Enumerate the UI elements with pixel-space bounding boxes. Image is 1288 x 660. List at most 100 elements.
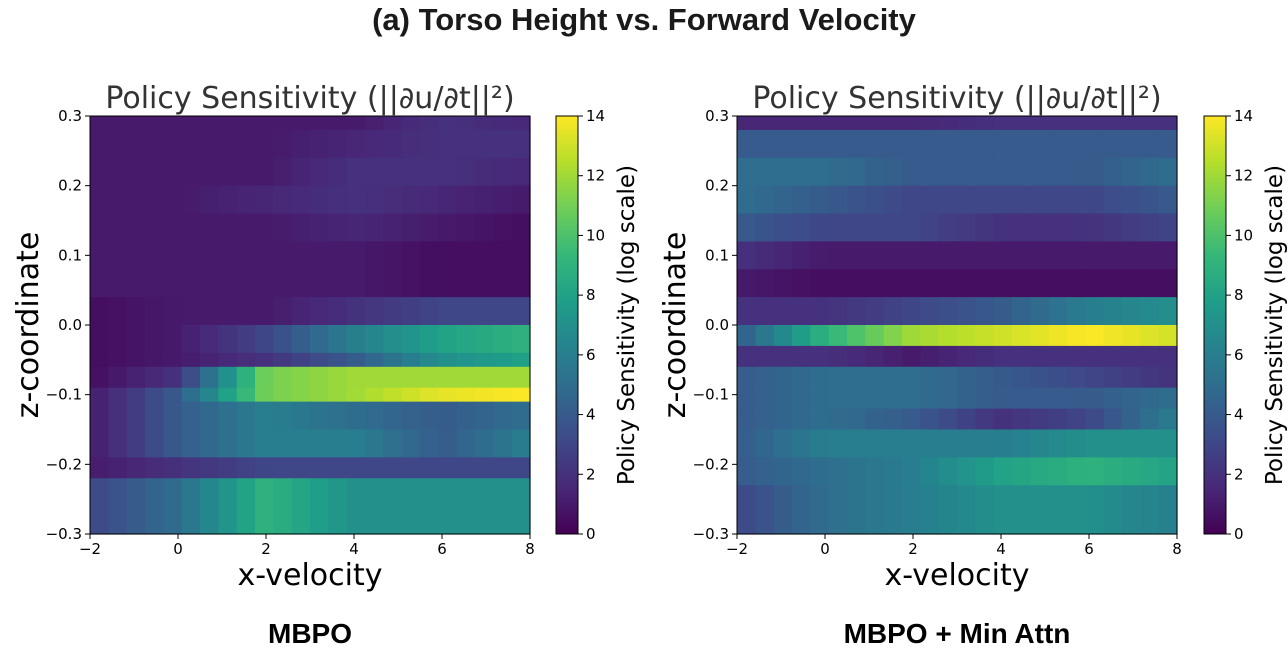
heatmap-cell — [273, 366, 293, 389]
heatmap-cell — [1012, 157, 1031, 187]
heatmap-cell — [236, 129, 256, 159]
heatmap-cell — [145, 213, 164, 242]
heatmap-cell — [938, 366, 958, 389]
heatmap-cell — [218, 269, 238, 298]
heatmap-cell — [126, 213, 146, 242]
colorbar-tick-label: 0 — [586, 525, 596, 543]
heatmap-cell — [236, 387, 256, 403]
heatmap-cell — [218, 429, 238, 458]
heatmap-cell — [255, 401, 274, 431]
heatmap-cell — [810, 408, 830, 431]
heatmap-cell — [1030, 297, 1050, 326]
heatmap-cell — [181, 185, 201, 215]
heatmap-cell — [847, 129, 866, 159]
heatmap-cell — [847, 116, 866, 131]
heatmap-cell — [1103, 485, 1123, 535]
heatmap-cell — [792, 429, 811, 458]
heatmap-cell — [810, 129, 830, 159]
colorbar-tick-label: 12 — [586, 167, 605, 185]
heatmap-cell — [218, 116, 238, 131]
heatmap-cell — [993, 297, 1013, 326]
heatmap-cell — [255, 185, 274, 215]
heatmap-cell — [383, 401, 403, 431]
heatmap-cell — [273, 213, 293, 242]
heatmap-cell — [401, 429, 421, 458]
heatmap-cell — [828, 457, 848, 486]
heatmap-cell — [346, 457, 366, 479]
heatmap-cell — [383, 429, 403, 458]
heatmap-cell — [383, 157, 403, 187]
heatmap-cell — [328, 401, 348, 431]
heatmap-cell — [828, 213, 848, 242]
x-tick-label: 4 — [349, 540, 359, 558]
heatmap-cell — [328, 129, 348, 159]
y-tick-label: 0.0 — [705, 316, 729, 334]
heatmap-cell — [346, 387, 366, 403]
heatmap-cell — [181, 116, 201, 131]
heatmap-cell — [163, 387, 183, 403]
heatmap-cell — [383, 387, 403, 403]
heatmap-cell — [438, 185, 458, 215]
heatmap-cell — [1122, 485, 1141, 535]
heatmap-cell — [773, 241, 793, 270]
heatmap-cell — [755, 185, 775, 215]
heatmap-cell — [810, 185, 830, 215]
heatmap-panel-1: Policy Sensitivity (||∂u/∂t||²) −2 0 2 4 6 8 0.… — [11, 81, 640, 593]
heatmap-cell — [883, 269, 903, 298]
heatmap-cell — [255, 116, 274, 131]
heatmap-cell — [957, 408, 976, 431]
heatmap-cell — [865, 157, 885, 187]
colorbar-label: Policy Sensitivity (log scale) — [614, 165, 640, 485]
heatmap-cell — [291, 429, 311, 458]
heatmap-cell — [365, 269, 384, 298]
heatmap-cell — [163, 129, 183, 159]
heatmap-cell — [236, 457, 256, 479]
heatmap-cell — [511, 116, 531, 131]
heatmap-cell — [938, 269, 958, 298]
heatmap-cell — [1012, 325, 1031, 347]
heatmap-cell — [773, 429, 793, 458]
heatmap-cell — [420, 352, 439, 368]
heatmap-cell — [108, 457, 128, 479]
heatmap-cell — [1048, 429, 1068, 458]
heatmap-cell — [456, 325, 476, 354]
heatmap-cell — [993, 457, 1013, 486]
x-tick-label: 8 — [1172, 540, 1182, 558]
heatmap-cell — [236, 325, 256, 354]
heatmap-cell — [365, 297, 384, 326]
heatmap-cell — [1103, 408, 1123, 431]
heatmap-cell — [828, 269, 848, 298]
heatmap-cell — [273, 387, 293, 403]
heatmap-cell — [957, 366, 976, 389]
heatmap-cell — [847, 485, 866, 535]
heatmap-cell — [273, 401, 293, 431]
heatmap-cell — [273, 129, 293, 159]
colorbar — [555, 115, 579, 535]
heatmap-cell — [126, 457, 146, 479]
heatmap-cell — [200, 352, 219, 368]
heatmap-cell — [1140, 129, 1160, 159]
heatmap-cell — [108, 241, 128, 270]
heatmap-cell — [236, 213, 256, 242]
heatmap-cell — [1158, 345, 1178, 368]
heatmap-cell — [1085, 157, 1105, 187]
y-axis-label: z-coordinate — [11, 232, 46, 419]
heatmap-cell — [1048, 485, 1068, 535]
heatmap-cell — [90, 213, 109, 242]
heatmap-cell — [883, 325, 903, 347]
heatmap-cell — [145, 366, 164, 389]
heatmap-cell — [847, 213, 866, 242]
heatmap-cell — [883, 429, 903, 458]
heatmap-cell — [365, 429, 384, 458]
heatmap-cell — [236, 429, 256, 458]
heatmap-cell — [828, 408, 848, 431]
heatmap-cell — [737, 241, 756, 270]
heatmap-cell — [865, 116, 885, 131]
heatmap-cell — [328, 213, 348, 242]
heatmap-cell — [310, 241, 329, 270]
heatmap-cell — [218, 157, 238, 187]
heatmap-cell — [865, 408, 885, 431]
heatmap-cell — [1122, 366, 1141, 389]
heatmap-cell — [181, 213, 201, 242]
heatmap-panel-2: Policy Sensitivity (||∂u/∂t||²) −2 0 2 4 6 8 0.… — [658, 81, 1288, 593]
